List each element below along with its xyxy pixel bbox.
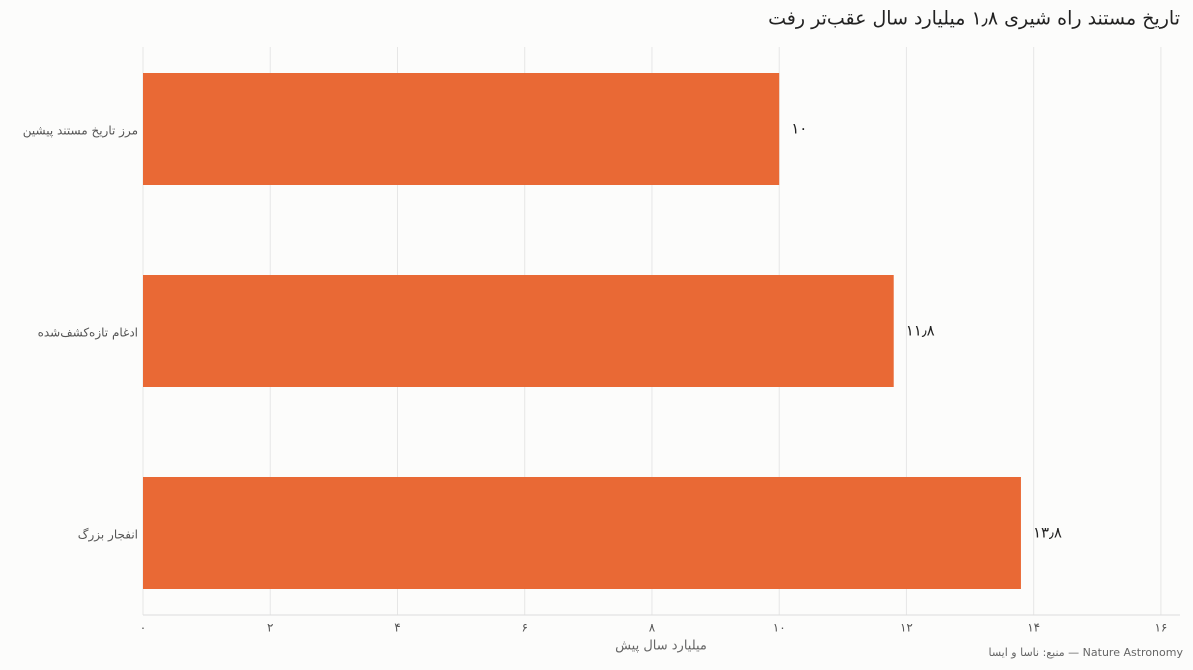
x-tick-label: ۱۰ <box>773 621 786 635</box>
x-tick-label: ۲ <box>267 621 273 635</box>
x-tick-label: ۸ <box>649 621 656 635</box>
x-tick-label: ۶ <box>521 621 527 635</box>
x-axis-label: میلیارد سال پیش <box>615 639 707 654</box>
x-tick-label: ۰ <box>140 621 146 635</box>
value-label: ۱۱٫۸ <box>906 322 935 340</box>
y-tick-label: انفجار بزرگ <box>78 528 138 543</box>
value-label: ۱۰ <box>791 120 807 138</box>
value-label: ۱۳٫۸ <box>1033 524 1062 542</box>
y-tick-label: ادغام تازه‌کشف‌شده <box>38 326 138 341</box>
x-tick-label: ۱۴ <box>1027 621 1040 635</box>
bar <box>143 477 1021 589</box>
source: منبع: ناسا و ایسا — Nature Astronomy <box>989 646 1184 659</box>
bar <box>143 73 780 185</box>
y-tick-label: مرز تاریخ مستند پیشین <box>23 124 138 139</box>
bar <box>143 275 894 387</box>
chart-title: تاریخ مستند راه شیری ۱٫۸ میلیارد سال عقب… <box>768 8 1180 30</box>
x-tick-label: ۱۶ <box>1154 621 1167 635</box>
x-tick-label: ۱۲ <box>900 621 913 635</box>
x-tick-label: ۴ <box>394 621 400 635</box>
